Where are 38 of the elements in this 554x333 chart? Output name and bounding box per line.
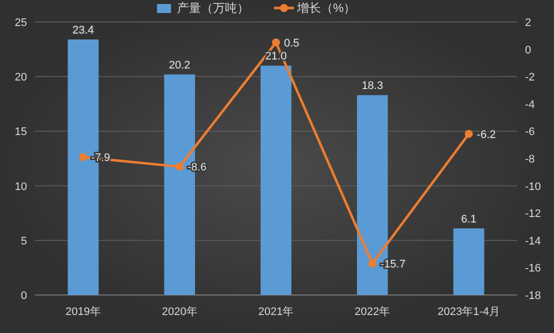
y2-tick-label: -6 — [525, 126, 535, 138]
y-tick-label: 20 — [14, 72, 27, 84]
y2-tick-label: -12 — [525, 208, 541, 220]
y-tick-label: 0 — [20, 290, 27, 302]
x-tick-label: 2021年 — [258, 306, 294, 318]
y2-tick-label: -18 — [525, 290, 541, 302]
y2-tick-label: -16 — [525, 262, 541, 275]
y-tick-label: 5 — [20, 235, 27, 248]
y-tick-label: 25 — [14, 17, 27, 29]
data-label: -7.9 — [91, 152, 110, 164]
data-label: 0.5 — [284, 37, 300, 50]
x-tick-label: 2022年 — [354, 306, 390, 318]
x-tick-label: 2019年 — [65, 306, 101, 318]
y2-tick-label: -4 — [525, 98, 535, 111]
y2-tick-label: -14 — [525, 235, 541, 248]
data-label: 20.2 — [168, 59, 190, 72]
point — [176, 162, 184, 171]
y2-tick-label: 2 — [525, 17, 532, 29]
point — [464, 130, 473, 138]
data-label: 18.3 — [362, 80, 384, 92]
y-tick-label: 10 — [14, 180, 27, 193]
x-tick-label: 2023年1-4月 — [438, 306, 500, 318]
y2-tick-label: -10 — [525, 180, 541, 193]
data-label: -6.2 — [476, 128, 496, 141]
legend-label: 增长（%） — [296, 1, 356, 15]
bar — [260, 66, 292, 295]
data-label: 6.1 — [461, 213, 476, 226]
data-label: 23.4 — [72, 24, 94, 36]
bar — [453, 228, 484, 295]
point — [79, 153, 88, 162]
y2-tick-label: -2 — [525, 72, 535, 84]
point — [368, 260, 376, 268]
y2-tick-label: 0 — [525, 44, 532, 56]
legend-label: 产量（万吨） — [177, 1, 249, 15]
point — [272, 38, 280, 46]
y-tick-label: 15 — [14, 126, 27, 138]
x-tick-label: 2020年 — [162, 306, 198, 318]
y2-tick-label: -8 — [525, 154, 535, 166]
